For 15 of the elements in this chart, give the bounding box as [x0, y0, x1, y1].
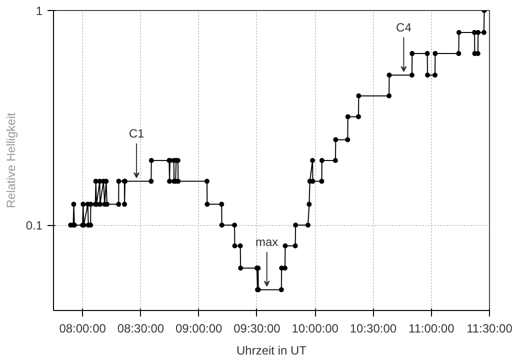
y-tick-label: 0.1	[26, 218, 43, 233]
annotation: C1	[128, 126, 145, 141]
x-tick-label: 11:30:00	[466, 322, 513, 336]
x-tick-label: 09:00:00	[175, 322, 223, 336]
x-tick-label: 09:30:00	[234, 322, 281, 336]
x-tick-label: 10:30:00	[350, 322, 397, 336]
x-tick-label: 10:00:00	[292, 322, 339, 336]
y-axis-title: Relative Helligkeit	[4, 112, 18, 208]
annotation: max	[256, 234, 278, 249]
x-tick-label: 08:30:00	[117, 322, 164, 336]
x-tick-label: 08:00:00	[59, 322, 106, 336]
x-tick-label: 11:00:00	[408, 322, 455, 336]
x-axis-title: Uhrzeit in UT	[236, 344, 308, 358]
y-tick-label: 1	[36, 4, 43, 18]
annotation: C4	[396, 20, 412, 34]
